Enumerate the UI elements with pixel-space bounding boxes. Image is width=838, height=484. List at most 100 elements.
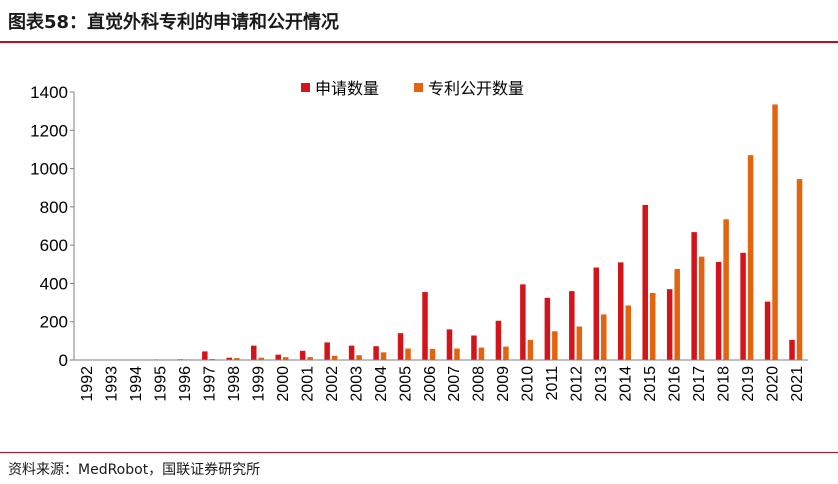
x-tick-label: 2014 bbox=[618, 366, 635, 402]
x-tick-label: 2020 bbox=[764, 366, 781, 402]
bar-application-2012 bbox=[569, 291, 575, 360]
title-divider bbox=[0, 41, 838, 43]
bar-application-2019 bbox=[740, 252, 746, 360]
x-tick-label: 2001 bbox=[299, 366, 316, 402]
x-axis: 1992 1993 1994 1995 1996 1997 1998 1999 2000 2001… bbox=[74, 359, 808, 402]
y-axis: 0 200 400 600 800 1000 1200 1400 bbox=[30, 83, 75, 370]
y-tick-label: 800 bbox=[40, 198, 68, 217]
bar-publication-2017 bbox=[698, 256, 705, 360]
bar-application-2014 bbox=[618, 262, 624, 360]
bar-publication-1999 bbox=[258, 357, 264, 360]
x-tick-label: 1992 bbox=[79, 366, 96, 402]
y-tick-label: 400 bbox=[40, 274, 68, 293]
x-tick-label: 2010 bbox=[520, 366, 537, 402]
bar-publication-2003 bbox=[356, 355, 362, 360]
bar-application-2009 bbox=[495, 320, 502, 360]
bar-application-2013 bbox=[593, 267, 600, 360]
bar-application-2010 bbox=[520, 284, 526, 360]
bar-publication-2007 bbox=[454, 348, 460, 360]
bar-publication-2002 bbox=[331, 355, 338, 360]
bar-publication-2018 bbox=[723, 219, 729, 360]
source-note: 资料来源：MedRobot，国联证券研究所 bbox=[8, 462, 261, 478]
bar-application-2021 bbox=[789, 339, 795, 360]
figure-title: 图表58：直觉外科专利的申请和公开情况 bbox=[8, 12, 340, 33]
x-tick-label: 2018 bbox=[715, 366, 732, 402]
x-tick-label: 2011 bbox=[544, 366, 561, 401]
x-tick-label: 1996 bbox=[177, 366, 194, 402]
y-tick-label: 1000 bbox=[30, 160, 68, 179]
bar-publication-2005 bbox=[405, 348, 411, 360]
x-tick-label: 2006 bbox=[422, 366, 439, 402]
bar-application-2016 bbox=[666, 289, 673, 360]
x-tick-label: 2016 bbox=[666, 366, 683, 402]
x-tick-label: 2013 bbox=[593, 366, 610, 402]
legend-swatch bbox=[301, 83, 310, 92]
x-tick-label: 1994 bbox=[128, 366, 145, 402]
x-tick-label: 2009 bbox=[495, 366, 512, 402]
bar-publication-2020 bbox=[772, 104, 778, 360]
x-tick-label: 2005 bbox=[397, 366, 414, 402]
x-tick-label: 2012 bbox=[569, 366, 586, 402]
y-tick-label: 0 bbox=[59, 351, 68, 370]
bar-publication-2006 bbox=[429, 348, 436, 360]
bar-publication-2004 bbox=[380, 352, 387, 360]
bar-application-2000 bbox=[275, 354, 281, 360]
bar-publication-2016 bbox=[674, 269, 680, 360]
bar-publication-2001 bbox=[307, 357, 313, 360]
y-tick-label: 200 bbox=[40, 313, 68, 332]
bar-application-2018 bbox=[715, 261, 722, 360]
bars-group bbox=[79, 104, 803, 360]
bar-publication-2013 bbox=[601, 314, 607, 360]
x-tick-label: 1993 bbox=[104, 366, 121, 402]
bar-publication-2000 bbox=[282, 357, 289, 360]
x-tick-label: 1995 bbox=[153, 366, 170, 402]
footer-divider bbox=[0, 452, 838, 453]
legend-label: 申请数量 bbox=[315, 79, 379, 98]
bar-application-2017 bbox=[691, 232, 697, 360]
x-tick-label: 2004 bbox=[373, 366, 390, 402]
bar-application-2004 bbox=[373, 346, 379, 360]
bar-publication-1998 bbox=[234, 358, 240, 360]
x-tick-label: 2000 bbox=[275, 366, 292, 402]
x-tick-label: 2015 bbox=[642, 366, 659, 402]
bar-publication-2015 bbox=[649, 293, 656, 360]
bar-publication-2012 bbox=[576, 326, 583, 360]
bar-application-2007 bbox=[446, 329, 453, 360]
bar-publication-2009 bbox=[503, 346, 509, 360]
bar-application-2020 bbox=[764, 301, 771, 360]
legend: 申请数量 专利公开数量 bbox=[301, 79, 524, 98]
y-tick-label: 1200 bbox=[30, 121, 68, 140]
legend-swatch bbox=[414, 83, 423, 92]
bar-publication-2019 bbox=[747, 155, 754, 360]
bar-application-1998 bbox=[226, 357, 233, 360]
bar-application-1999 bbox=[251, 345, 257, 360]
x-tick-label: 2007 bbox=[446, 366, 463, 402]
bar-application-2001 bbox=[299, 350, 306, 360]
bar-publication-2010 bbox=[527, 339, 534, 360]
bar-application-2011 bbox=[544, 297, 551, 360]
x-tick-label: 2021 bbox=[789, 366, 806, 402]
x-tick-label: 1997 bbox=[202, 366, 219, 402]
bar-application-2002 bbox=[324, 342, 330, 360]
x-tick-label: 2019 bbox=[740, 366, 757, 402]
bar-publication-2014 bbox=[625, 305, 631, 360]
legend-label: 专利公开数量 bbox=[428, 79, 524, 98]
bar-publication-2021 bbox=[796, 179, 803, 360]
x-tick-label: 2002 bbox=[324, 366, 341, 402]
y-tick-label: 1400 bbox=[30, 83, 68, 102]
bar-application-2008 bbox=[471, 335, 477, 360]
bar-application-1997 bbox=[202, 351, 208, 360]
bar-application-2006 bbox=[422, 292, 428, 360]
x-tick-label: 2003 bbox=[348, 366, 365, 402]
bar-application-2015 bbox=[642, 204, 648, 360]
y-tick-label: 600 bbox=[40, 236, 68, 255]
x-tick-label: 1998 bbox=[226, 366, 243, 402]
bar-application-2005 bbox=[397, 333, 404, 360]
x-tick-label: 2017 bbox=[691, 366, 708, 402]
bar-publication-2011 bbox=[552, 331, 558, 360]
bar-publication-2008 bbox=[478, 347, 485, 360]
bar-application-2003 bbox=[348, 345, 355, 360]
x-tick-label: 1999 bbox=[251, 366, 268, 402]
x-tick-label: 2008 bbox=[471, 366, 488, 402]
